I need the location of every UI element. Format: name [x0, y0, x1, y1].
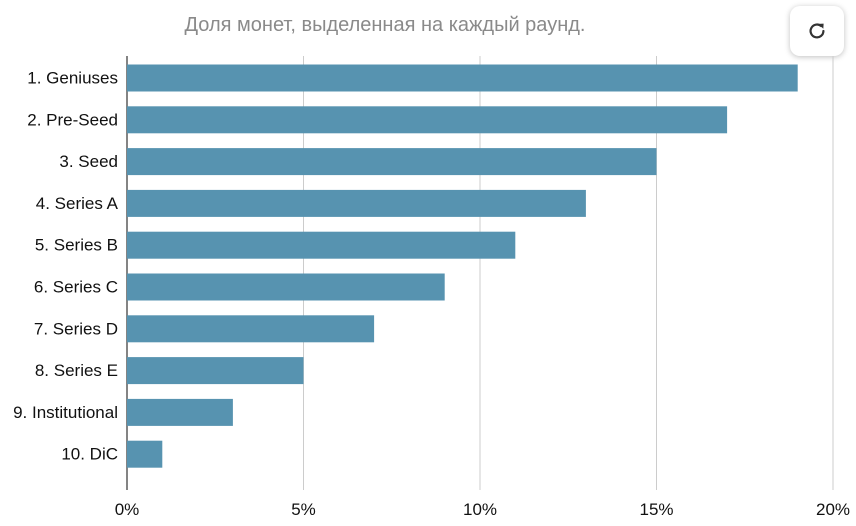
chart-title: Доля монет, выделенная на каждый раунд.: [184, 14, 586, 36]
x-tick-label: 20%: [816, 500, 850, 519]
category-label: 7. Series D: [34, 319, 118, 338]
refresh-button[interactable]: [790, 6, 844, 56]
bar: [127, 189, 586, 217]
category-label: 1. Geniuses: [27, 69, 118, 88]
bar: [127, 231, 516, 259]
refresh-icon: [809, 23, 825, 39]
x-tick-label: 10%: [463, 500, 497, 519]
category-label: 8. Series E: [35, 361, 118, 380]
bar: [127, 106, 728, 134]
category-label: 6. Series C: [34, 278, 118, 297]
bar: [127, 315, 375, 343]
bar: [127, 273, 445, 301]
category-label: 3. Seed: [59, 152, 118, 171]
bar: [127, 148, 657, 176]
bar: [127, 398, 233, 426]
category-label: 10. DiC: [61, 445, 118, 464]
bar: [127, 440, 163, 468]
x-tick-label: 0%: [115, 500, 140, 519]
bar: [127, 64, 798, 92]
category-label: 2. Pre-Seed: [27, 110, 118, 129]
category-label: 9. Institutional: [13, 403, 118, 422]
x-tick-label: 5%: [291, 500, 316, 519]
bar: [127, 357, 304, 385]
category-label: 4. Series A: [36, 194, 119, 213]
category-label: 5. Series B: [35, 236, 118, 255]
x-tick-label: 15%: [639, 500, 673, 519]
